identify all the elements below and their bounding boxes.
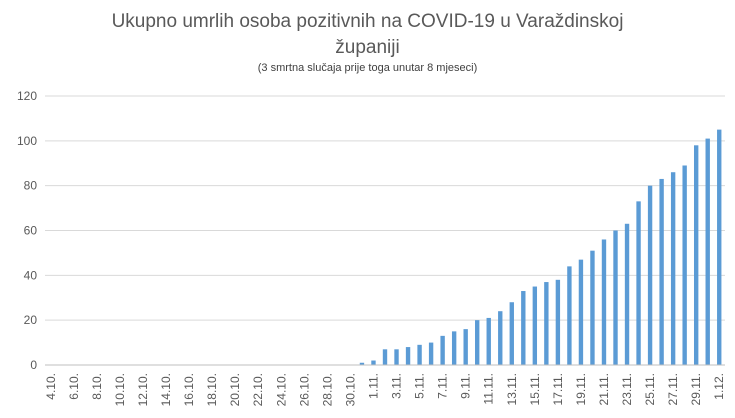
x-tick-label: 11.11. (482, 373, 496, 405)
x-tick-label: 24.10. (274, 373, 288, 406)
x-tick-label: 6.10. (67, 373, 81, 400)
y-axis-tick-labels: 0 20 40 60 80 100 120 (17, 89, 37, 372)
x-tick-label: 5.11. (413, 373, 427, 399)
y-tick-label: 100 (17, 134, 37, 148)
bar-29.11. (693, 145, 699, 365)
x-tick-label: 25.11. (643, 373, 657, 405)
bars (359, 129, 722, 365)
bar-5.11. (417, 344, 422, 365)
bar-4.11. (405, 347, 411, 365)
y-tick-label: 0 (30, 358, 37, 372)
x-tick-label: 10.10. (113, 373, 127, 406)
x-tick-label: 17.11. (551, 373, 565, 405)
y-tick-label: 120 (17, 89, 37, 103)
x-tick-label: 18.10. (205, 373, 219, 406)
bar-15.11. (532, 286, 538, 365)
bar-21.11. (601, 239, 607, 365)
bar-10.11. (475, 320, 480, 365)
bar-19.11. (578, 259, 584, 365)
bar-11.11. (486, 317, 491, 365)
bar-24.11. (636, 201, 641, 365)
bar-3.11. (394, 349, 399, 365)
bar-26.11. (659, 178, 664, 365)
x-tick-label: 7.11. (436, 373, 450, 399)
x-tick-label: 1.12. (712, 373, 726, 400)
bar-18.11. (567, 266, 572, 365)
x-axis-tick-labels: 4.10. 6.10. 8.10. 10.10. 12.10. 14.10. 16.10. 1… (44, 373, 726, 406)
bar-12.11. (498, 311, 503, 365)
x-tick-label: 3.11. (390, 373, 404, 399)
bar-6.11. (428, 342, 434, 365)
y-tick-label: 60 (24, 224, 38, 238)
bar-8.11. (451, 331, 457, 365)
bar-30.11. (705, 138, 710, 365)
bar-13.11. (509, 302, 514, 365)
chart-title-line-2: županiji (335, 37, 400, 58)
x-tick-label: 20.10. (228, 373, 242, 406)
x-tick-label: 16.10. (182, 373, 196, 406)
x-tick-label: 19.11. (574, 373, 588, 405)
bar-14.11. (521, 291, 526, 365)
x-tick-label: 21.11. (597, 373, 611, 405)
bar-1.12. (717, 129, 722, 365)
gridlines (45, 95, 725, 321)
bar-7.11. (440, 335, 445, 365)
x-tick-label: 29.11. (689, 373, 703, 405)
bar-2.11. (382, 349, 388, 365)
bar-22.11. (613, 230, 618, 365)
x-tick-label: 8.10. (90, 373, 104, 400)
bar-25.11. (647, 185, 653, 365)
bar-17.11. (555, 279, 561, 365)
y-tick-label: 20 (24, 313, 38, 327)
bar-16.11. (544, 282, 549, 365)
x-tick-label: 26.10. (297, 373, 311, 406)
bar-28.11. (682, 165, 687, 365)
x-tick-label: 22.10. (251, 373, 265, 406)
x-tick-label: 30.10. (343, 373, 357, 406)
bar-23.11. (624, 223, 630, 365)
x-tick-label: 13.11. (505, 373, 519, 405)
bar-20.11. (590, 250, 595, 365)
chart-subtitle: (3 smrtna slučaja prije toga unutar 8 mj… (257, 62, 478, 74)
x-tick-label: 28.10. (320, 373, 334, 406)
x-tick-label: 23.11. (620, 373, 634, 405)
bar-9.11. (463, 329, 468, 365)
chart-title-line-1: Ukupno umrlih osoba pozitivnih na COVID-… (111, 11, 624, 32)
x-tick-label: 27.11. (666, 373, 680, 405)
bar-27.11. (670, 172, 676, 365)
y-tick-label: 40 (24, 268, 38, 282)
y-tick-label: 80 (24, 179, 38, 193)
bar-1.11. (371, 360, 376, 365)
x-tick-label: 9.11. (459, 373, 473, 399)
x-tick-label: 14.10. (159, 373, 173, 406)
bar-31.10. (359, 362, 365, 365)
x-tick-label: 1.11. (366, 373, 380, 399)
x-tick-label: 12.10. (136, 373, 150, 406)
x-tick-label: 4.10. (44, 373, 58, 400)
x-tick-label: 15.11. (528, 373, 542, 405)
